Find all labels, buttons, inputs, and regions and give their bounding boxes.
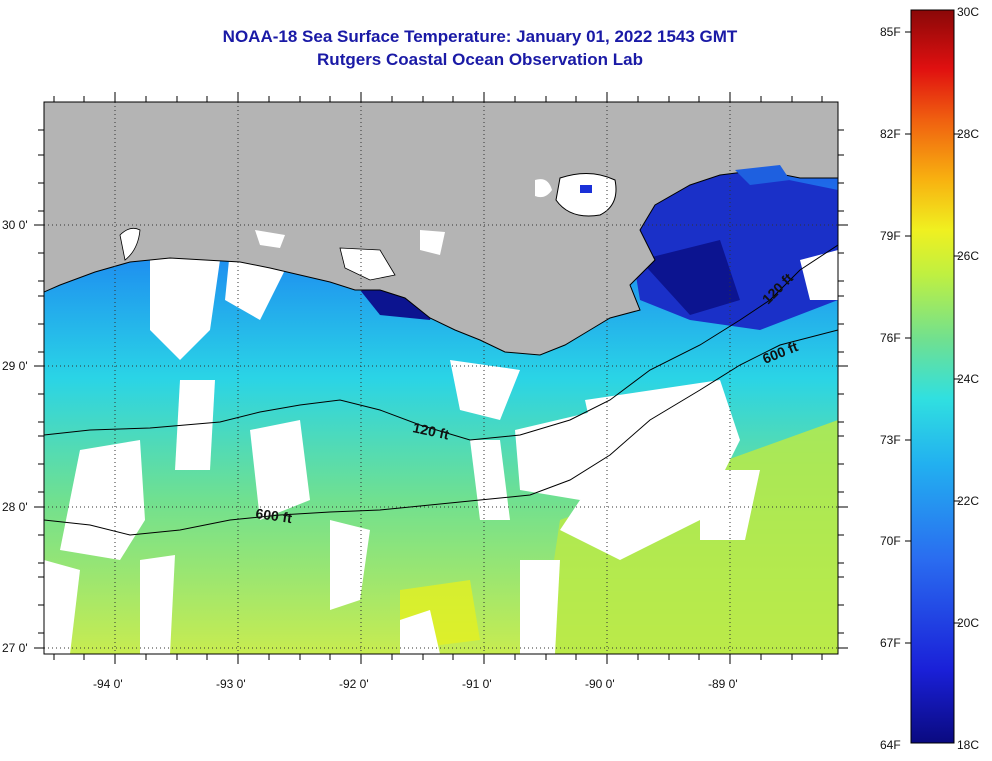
inland-water [339,247,396,281]
colorbar-f-label: 70F [880,534,901,548]
colorbar-f-label: 82F [880,127,901,141]
map-frame [43,101,839,655]
lon-label: -93 0' [216,677,246,691]
lake-cold-pixel [580,185,592,193]
colorbar-ticks [905,31,960,644]
colorbar-f-label: 64F [880,738,901,752]
lake-pontchartrain [555,173,617,217]
lon-label: -94 0' [93,677,123,691]
coldest-water-patch [640,240,740,315]
land-mass [44,102,838,356]
colorbar-f-label: 73F [880,433,901,447]
cloud-cover [44,250,838,654]
lat-label: 30 0' [2,218,28,232]
colorbar-f-label: 67F [880,636,901,650]
colorbar-c-label: 22C [957,494,980,508]
colorbar-c-label: 18C [957,738,980,752]
inland-water [735,165,790,185]
isobath-600ft [44,329,838,536]
colorbar-f-label: 79F [880,229,901,243]
inland-water [119,227,141,261]
lon-label: -89 0' [708,677,738,691]
inland-water [420,230,445,255]
lat-label: 28 0' [2,500,28,514]
lake-maurepas [535,179,552,198]
lon-label: -91 0' [462,677,492,691]
colorbar-c-label: 20C [957,616,980,630]
colorbar-f-label: 85F [880,25,901,39]
map-plot-area: 120 ft 120 ft 600 ft 600 ft [44,102,838,654]
axis-ticks [34,92,848,664]
warm-water-patch [540,420,838,654]
lon-label: -90 0' [585,677,615,691]
map-subtitle: Rutgers Coastal Ocean Observation Lab [317,50,643,69]
map-title: NOAA-18 Sea Surface Temperature: January… [222,27,738,46]
colorbar-c-label: 24C [957,372,980,386]
contour-label-600ft-west: 600 ft [255,505,294,526]
lat-label: 29 0' [2,359,28,373]
graticule [44,102,838,654]
colorbar-c-label: 30C [957,5,980,19]
inland-water [255,230,285,248]
isobath-120ft [44,244,838,441]
colorbar-c-label: 26C [957,249,980,263]
lon-label: -92 0' [339,677,369,691]
colorbar-f-label: 76F [880,331,901,345]
colorbar [910,9,955,744]
lat-label: 27 0' [2,641,28,655]
colorbar-c-label: 28C [957,127,980,141]
contour-label-120ft-west: 120 ft [411,419,450,442]
